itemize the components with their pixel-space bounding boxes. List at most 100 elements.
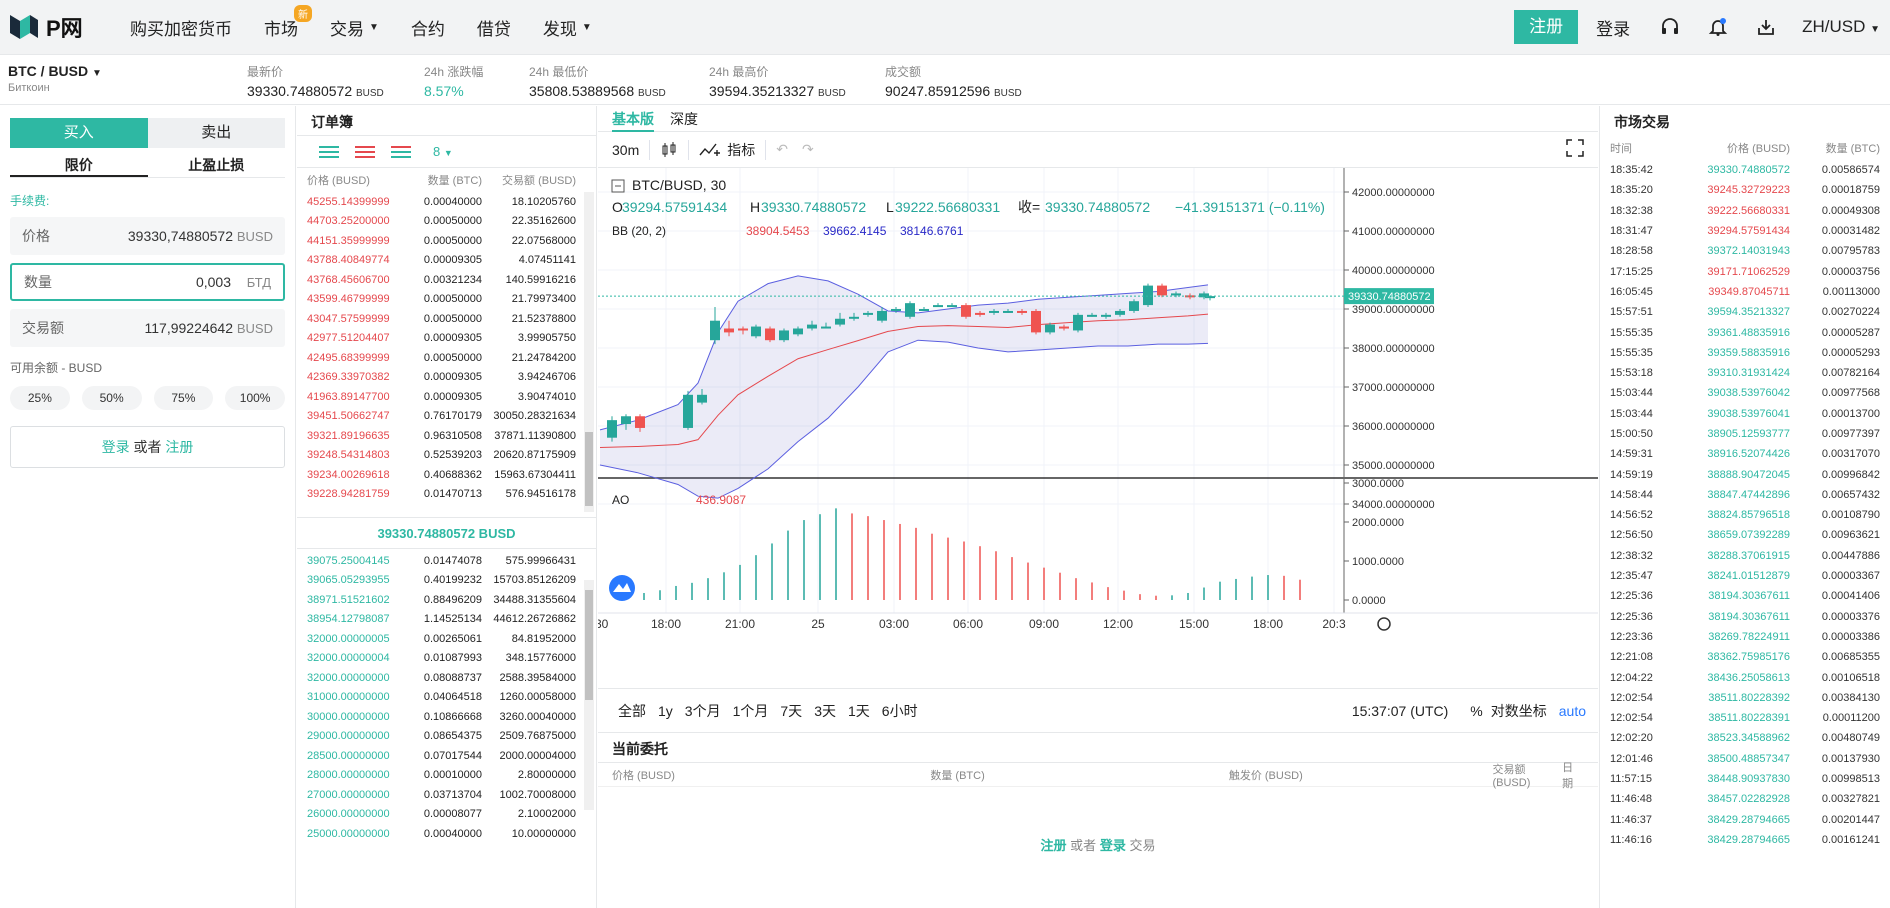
nav-markets[interactable]: 市场新 xyxy=(264,4,312,40)
total-field[interactable]: 交易额 117,99224642 BUSD xyxy=(10,309,285,347)
fee-link[interactable]: 手续费: xyxy=(10,194,50,208)
register-link[interactable]: 注册 xyxy=(165,439,194,455)
orderbook-row[interactable]: 43788.40849774 0.00009305 4.07451141 xyxy=(297,251,596,271)
orderbook-row[interactable]: 44151.35999999 0.00050000 22.07568000 xyxy=(297,231,596,251)
interval-button[interactable]: 30m xyxy=(612,141,640,158)
ticker-value: 39594.35213327 xyxy=(709,83,815,99)
price-chart[interactable]: 42000.00000000 41000.00000000 40000.000000… xyxy=(598,168,1598,688)
nav-buy-crypto[interactable]: 购买加密货币 xyxy=(130,15,232,40)
range-3m[interactable]: 3个月 xyxy=(684,702,721,719)
range-7d[interactable]: 7天 xyxy=(780,702,803,719)
orderbook-row[interactable]: 38954.12798087 1.14525134 44612.26726862 xyxy=(297,610,596,630)
orderbook-row[interactable]: 42369.33970382 0.00009305 3.94246706 xyxy=(297,368,596,388)
orderbook-row[interactable]: 44703.25200000 0.00050000 22.35162600 xyxy=(297,212,596,232)
orderbook-row[interactable]: 28500.00000000 0.07017544 2000.00004000 xyxy=(297,746,596,766)
indicator-icon[interactable] xyxy=(699,141,721,159)
orderbook-row[interactable]: 30000.00000000 0.10866668 3260.00040000 xyxy=(297,707,596,727)
range-3d[interactable]: 3天 xyxy=(814,702,836,719)
nav-loans[interactable]: 借贷 xyxy=(477,15,511,40)
bids-only-icon[interactable] xyxy=(391,144,411,160)
quantity-field[interactable]: 数量 0,003 БТД xyxy=(10,263,285,301)
login-link[interactable]: 登录 xyxy=(1099,838,1126,853)
row-price: 39248.54314803 xyxy=(307,449,390,462)
row-qty: 0.96310508 xyxy=(423,429,482,442)
range-all[interactable]: 全部 xyxy=(618,702,646,719)
download-icon[interactable] xyxy=(1754,15,1778,39)
asks-only-icon[interactable] xyxy=(355,144,375,160)
scroll-thumb[interactable] xyxy=(585,590,593,700)
bids-scrollbar[interactable] xyxy=(584,580,594,810)
language-selector[interactable]: ZH/USD ▼ xyxy=(1802,17,1880,37)
undo-icon[interactable]: ↶ xyxy=(776,141,788,157)
orderbook-row[interactable]: 43047.57599999 0.00050000 21.52378800 xyxy=(297,309,596,329)
orderbook-row[interactable]: 25000.00000000 0.00040000 10.00000000 xyxy=(297,824,596,844)
nav-discover[interactable]: 发现 ▼ xyxy=(543,15,592,40)
nav-label: 市场 xyxy=(264,19,298,39)
range-6h[interactable]: 6小时 xyxy=(881,702,918,719)
trade-time: 12:02:54 xyxy=(1610,712,1653,725)
orderbook-row[interactable]: 42495.68399999 0.00050000 21.24784200 xyxy=(297,348,596,368)
orderbook-row[interactable]: 39234.00269618 0.40688362 15963.67304411 xyxy=(297,465,596,485)
orderbook-row[interactable]: 29000.00000000 0.08654375 2509.76875000 xyxy=(297,727,596,747)
orderbook-row[interactable]: 38971.51521602 0.88496209 34488.31355604 xyxy=(297,590,596,610)
percent-toggle[interactable]: % xyxy=(1470,702,1483,719)
orderbook-row[interactable]: 32000.00000005 0.00265061 84.81952000 xyxy=(297,629,596,649)
orderbook-row[interactable]: 31000.00000000 0.04064518 1260.00058000 xyxy=(297,688,596,708)
ticker-label: 24h 最高价 xyxy=(709,65,769,79)
orderbook-row[interactable]: 39321.89196635 0.96310508 37871.11390800 xyxy=(297,426,596,446)
range-1y[interactable]: 1y xyxy=(658,702,673,719)
register-link[interactable]: 注册 xyxy=(1040,838,1067,853)
orderbook-row[interactable]: 39065.05293955 0.40199232 15703.85126209 xyxy=(297,571,596,591)
price-field[interactable]: 价格 39330,74880572 BUSD xyxy=(10,217,285,255)
orderbook-row[interactable]: 39075.25004145 0.01474078 575.99966431 xyxy=(297,551,596,571)
trade-price: 39372.14031943 xyxy=(1707,245,1790,258)
redo-icon[interactable]: ↷ xyxy=(801,141,814,157)
orderbook-row[interactable]: 39248.54314803 0.52539203 20620.87175909 xyxy=(297,446,596,466)
orderbook-row[interactable]: 45255.14399999 0.00040000 18.10205760 xyxy=(297,192,596,212)
sell-tab[interactable]: 卖出 xyxy=(201,124,232,141)
scroll-thumb[interactable] xyxy=(585,432,593,506)
log-toggle[interactable]: 对数坐标 xyxy=(1490,702,1547,719)
orderbook-row[interactable]: 39228.94281759 0.01470713 576.94516178 xyxy=(297,485,596,505)
stop-tab[interactable]: 止盈止损 xyxy=(188,157,245,173)
pct-100-button[interactable]: 100% xyxy=(225,386,285,410)
orderbook-row[interactable]: 39451.50662747 0.76170179 30050.28321634 xyxy=(297,407,596,427)
range-1d[interactable]: 1天 xyxy=(847,702,870,719)
login-link[interactable]: 登录 xyxy=(1596,19,1631,39)
login-link[interactable]: 登录 xyxy=(101,439,130,455)
logo[interactable]: P网 xyxy=(10,11,120,43)
register-button[interactable]: 注册 xyxy=(1514,10,1579,44)
pair-selector[interactable]: BTC / BUSD ▼ Биткоин xyxy=(8,63,102,94)
orderbook-row[interactable]: 28000.00000000 0.00010000 2.80000000 xyxy=(297,766,596,786)
indicators-button[interactable]: 指标 xyxy=(727,141,756,158)
precision-select[interactable]: 8 ▼ xyxy=(433,144,453,159)
tab-basic[interactable]: 基本版 xyxy=(612,106,654,132)
orderbook-row[interactable]: 43768.45606700 0.00321234 140.59916216 xyxy=(297,270,596,290)
range-1m[interactable]: 1个月 xyxy=(732,702,769,719)
buy-tab[interactable]: 买入 xyxy=(10,118,148,148)
orderbook-row[interactable]: 42977.51204407 0.00009305 3.99905750 xyxy=(297,329,596,349)
bell-icon[interactable] xyxy=(1706,15,1730,39)
headset-icon[interactable] xyxy=(1658,15,1682,39)
trade-time: 14:58:44 xyxy=(1610,488,1653,501)
limit-tab[interactable]: 限价 xyxy=(10,148,148,177)
nav-trade[interactable]: 交易 ▼ xyxy=(330,15,379,40)
orderbook-row[interactable]: 26000.00000000 0.00008077 2.10002000 xyxy=(297,805,596,825)
auto-toggle[interactable]: auto xyxy=(1558,702,1586,719)
nav-futures[interactable]: 合约 xyxy=(411,15,445,40)
tab-depth[interactable]: 深度 xyxy=(670,110,698,127)
trade-row: 11:46:16 38429.28794665 0.00161241 xyxy=(1600,830,1890,850)
orderbook-row[interactable]: 32000.00000004 0.01087993 348.15776000 xyxy=(297,649,596,669)
fullscreen-icon[interactable] xyxy=(1566,139,1584,160)
pct-25-button[interactable]: 25% xyxy=(10,386,70,410)
asks-scrollbar[interactable] xyxy=(584,192,594,512)
orderbook-row[interactable]: 27000.00000000 0.03713704 1002.70008000 xyxy=(297,785,596,805)
orderbook-row[interactable]: 41963.89147700 0.00009305 3.90474010 xyxy=(297,387,596,407)
pct-75-button[interactable]: 75% xyxy=(153,386,214,410)
orderbook-row[interactable]: 43599.46799999 0.00050000 21.79973400 xyxy=(297,290,596,310)
orderbook-row[interactable]: 32000.00000000 0.08088737 2588.39584000 xyxy=(297,668,596,688)
both-sides-icon[interactable] xyxy=(319,144,339,160)
ticker-unit: BUSD xyxy=(994,88,1022,99)
pct-50-button[interactable]: 50% xyxy=(81,386,142,410)
candle-icon[interactable] xyxy=(660,141,678,159)
